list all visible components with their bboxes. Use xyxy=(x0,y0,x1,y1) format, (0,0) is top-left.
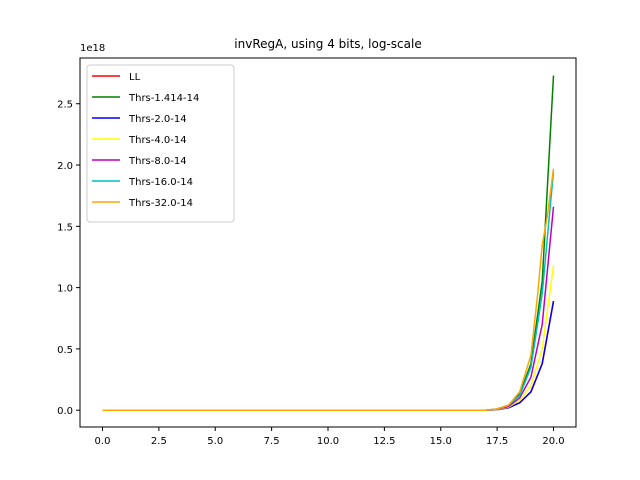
legend-label-2: Thrs-2.0-14 xyxy=(128,114,187,125)
x-tick-label: 15.0 xyxy=(430,436,452,447)
y-tick-label: 1.5 xyxy=(57,222,73,233)
x-tick-label: 5.0 xyxy=(207,436,223,447)
series-line-4 xyxy=(102,206,555,411)
y-axis: 0.0 0.5 1.0 1.5 2.0 2.5 xyxy=(57,100,80,417)
x-tick-label: 2.5 xyxy=(151,436,167,447)
legend-label-6: Thrs-32.0-14 xyxy=(128,198,193,209)
legend: LL Thrs-1.414-14 Thrs-2.0-14 Thrs-4.0-14 Thr… xyxy=(86,64,235,223)
x-tick-label: 10.0 xyxy=(317,436,339,447)
y-multiplier-label: 1e18 xyxy=(80,43,105,54)
y-tick-label: 2.0 xyxy=(57,161,73,172)
legend-label-4: Thrs-8.0-14 xyxy=(128,156,187,167)
x-tick-label: 7.5 xyxy=(264,436,280,447)
y-tick-label: 2.5 xyxy=(57,100,73,111)
x-tick-label: 12.5 xyxy=(373,436,395,447)
legend-label-5: Thrs-16.0-14 xyxy=(128,177,193,188)
legend-label-1: Thrs-1.414-14 xyxy=(128,93,199,104)
x-tick-label: 0.0 xyxy=(95,436,111,447)
plot-area xyxy=(102,75,555,411)
series-line-2 xyxy=(102,300,555,411)
x-tick-label: 20.0 xyxy=(542,436,564,447)
legend-label-3: Thrs-4.0-14 xyxy=(128,135,187,146)
x-axis: 0.0 2.5 5.0 7.5 10.0 12.5 15.0 17.5 20.0 xyxy=(95,427,565,447)
x-tick-label: 17.5 xyxy=(486,436,508,447)
series-line-6 xyxy=(102,168,555,411)
y-tick-label: 0.5 xyxy=(57,345,73,356)
legend-box xyxy=(86,64,235,223)
legend-label-0: LL xyxy=(129,72,141,83)
series-line-0 xyxy=(102,300,555,411)
series-line-3 xyxy=(102,265,555,411)
chart-title: invRegA, using 4 bits, log-scale xyxy=(234,37,421,51)
y-tick-label: 1.0 xyxy=(57,284,73,295)
y-tick-label: 0.0 xyxy=(57,406,73,417)
